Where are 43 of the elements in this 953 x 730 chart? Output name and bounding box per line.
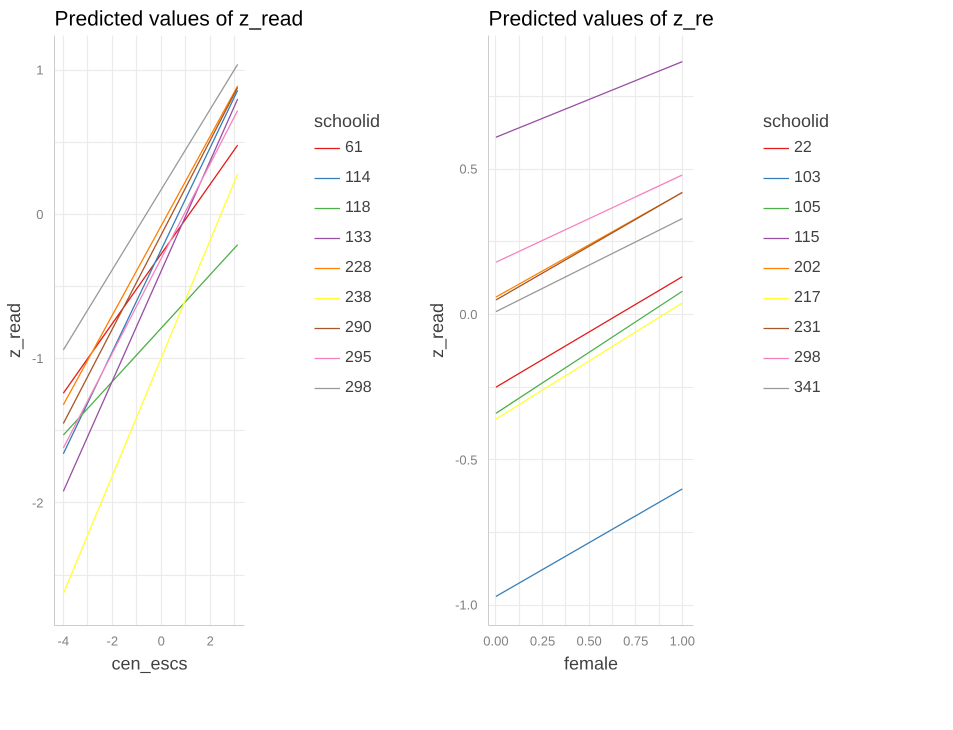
y-tick-label: 0 — [36, 206, 44, 222]
x-tick-label: 2 — [206, 634, 214, 648]
legend-label: 118 — [345, 198, 371, 218]
chart-title: Predicted values of z_re — [488, 8, 714, 30]
y-tick-label: -1.0 — [455, 598, 478, 613]
legend-title: schoolid — [763, 111, 830, 132]
x-tick-label: -4 — [58, 634, 70, 648]
legend-label: 202 — [794, 258, 821, 278]
legend-label: 290 — [345, 318, 372, 338]
legend-label: 114 — [345, 168, 371, 188]
legend-title: schoolid — [314, 111, 380, 132]
legend-label: 133 — [345, 228, 372, 248]
x-tick-label: 0.25 — [530, 634, 556, 648]
y-axis-title: z_read — [427, 302, 448, 358]
y-tick-label: 1 — [36, 62, 44, 78]
legend-label: 341 — [794, 378, 821, 398]
legend-label: 231 — [794, 318, 821, 338]
x-axis-title: female — [564, 654, 618, 674]
y-tick-label: 0.0 — [459, 307, 478, 322]
legend-label: 22 — [794, 138, 813, 158]
legend-label: 217 — [794, 288, 821, 308]
y-tick-label: -2 — [32, 495, 44, 510]
x-tick-label: 1.00 — [670, 634, 695, 648]
y-tick-label: 0.5 — [459, 162, 478, 177]
x-tick-label: 0.50 — [576, 634, 602, 648]
legend-label: 238 — [345, 288, 372, 308]
x-tick-label: 0.00 — [483, 634, 509, 648]
x-tick-label: -2 — [106, 634, 118, 648]
legend-label: 115 — [794, 228, 820, 248]
legend-label: 61 — [345, 138, 364, 158]
y-axis-title: z_read — [4, 302, 24, 358]
y-tick-label: -0.5 — [455, 452, 478, 468]
x-tick-label: 0.75 — [623, 634, 648, 648]
x-tick-label: 0 — [158, 634, 165, 648]
x-axis-title: cen_escs — [111, 654, 188, 674]
legend-label: 298 — [794, 348, 821, 368]
legend-label: 228 — [345, 258, 372, 278]
legend-label: 103 — [794, 168, 821, 188]
legend-label: 295 — [345, 348, 372, 368]
legend-label: 105 — [794, 198, 821, 218]
chart-title: Predicted values of z_read — [54, 8, 304, 30]
y-tick-label: -1 — [32, 351, 44, 366]
legend-label: 298 — [345, 378, 372, 398]
